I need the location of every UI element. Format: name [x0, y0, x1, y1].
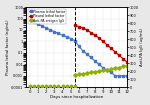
Legend: Plasma lethal factor, Pleural lethal factor, Anti-PA antigen IgG: Plasma lethal factor, Pleural lethal fac… [28, 9, 66, 24]
Anti-PA antigen IgG [126, 65, 128, 66]
Anti-PA antigen IgG [78, 74, 80, 75]
Anti-PA antigen IgG [86, 73, 88, 74]
Plasma lethal factor [70, 38, 72, 39]
Anti-PA antigen IgG [110, 68, 112, 69]
Plasma lethal factor [86, 53, 88, 55]
X-axis label: Days since hospitalization: Days since hospitalization [50, 95, 103, 99]
Plasma lethal factor [102, 67, 104, 68]
Plasma lethal factor [41, 25, 43, 27]
Pleural lethal factor [94, 35, 96, 36]
Plasma lethal factor [58, 33, 59, 34]
Plasma lethal factor [45, 27, 47, 29]
Y-axis label: Anti-PA IgG (ug/mL): Anti-PA IgG (ug/mL) [140, 28, 144, 66]
Plasma lethal factor [78, 45, 80, 47]
Anti-PA antigen IgG [102, 70, 104, 71]
Plasma lethal factor [50, 29, 51, 31]
Pleural lethal factor [98, 37, 100, 39]
Anti-PA antigen IgG [122, 65, 124, 67]
Anti-PA antigen IgG [82, 73, 84, 74]
Pleural lethal factor [78, 26, 80, 27]
Plasma lethal factor [114, 75, 116, 76]
Pleural lethal factor [74, 25, 76, 26]
Plasma lethal factor [106, 70, 108, 71]
Pleural lethal factor [126, 62, 128, 63]
Plasma lethal factor [122, 75, 124, 76]
Plasma lethal factor [94, 60, 96, 62]
Plasma lethal factor [66, 36, 68, 37]
Plasma lethal factor [90, 57, 92, 58]
Plasma lethal factor [74, 40, 76, 41]
Pleural lethal factor [118, 55, 120, 56]
Pleural lethal factor [102, 41, 104, 42]
Anti-PA antigen IgG [118, 67, 120, 68]
Pleural lethal factor [90, 32, 92, 33]
Plasma lethal factor [29, 20, 31, 22]
Pleural lethal factor [106, 44, 108, 45]
Y-axis label: Plasma lethal factor (ng/mL): Plasma lethal factor (ng/mL) [6, 19, 10, 75]
Pleural lethal factor [114, 51, 116, 53]
Line: Plasma lethal factor: Plasma lethal factor [29, 20, 129, 77]
Plasma lethal factor [62, 35, 63, 36]
Plasma lethal factor [54, 31, 55, 32]
Plasma lethal factor [118, 75, 120, 76]
Pleural lethal factor [86, 29, 88, 31]
Plasma lethal factor [126, 75, 128, 76]
Line: Anti-PA antigen IgG: Anti-PA antigen IgG [73, 64, 129, 77]
Plasma lethal factor [33, 22, 35, 23]
Pleural lethal factor [82, 27, 84, 29]
Anti-PA antigen IgG [114, 67, 116, 69]
Plasma lethal factor [110, 72, 112, 73]
Anti-PA antigen IgG [90, 72, 92, 73]
Plasma lethal factor [37, 24, 39, 25]
Anti-PA antigen IgG [106, 69, 108, 71]
Anti-PA antigen IgG [98, 71, 100, 72]
Anti-PA antigen IgG [94, 71, 96, 72]
Plasma lethal factor [98, 64, 100, 65]
Anti-PA antigen IgG [74, 75, 76, 76]
Line: Pleural lethal factor: Pleural lethal factor [73, 24, 129, 64]
Pleural lethal factor [122, 58, 124, 60]
Pleural lethal factor [110, 48, 112, 49]
Plasma lethal factor [82, 50, 84, 52]
